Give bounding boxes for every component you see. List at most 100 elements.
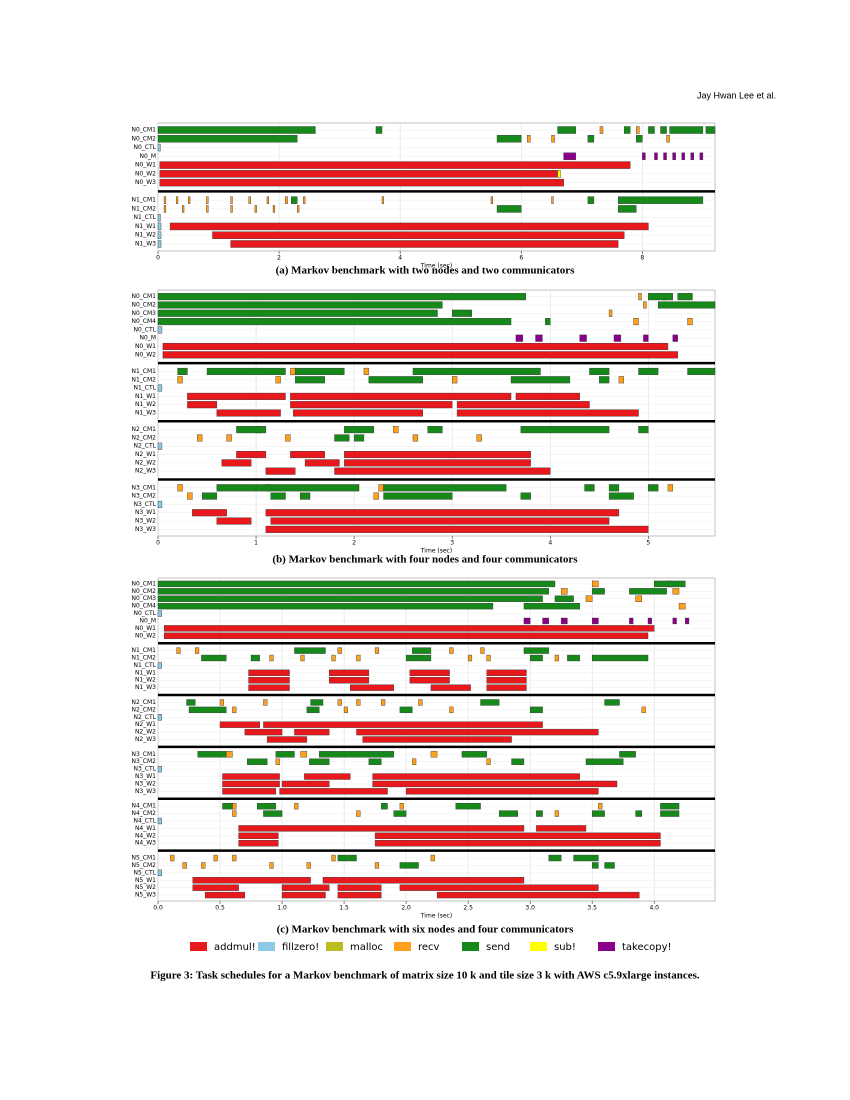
task-bar xyxy=(587,135,595,143)
task-bar xyxy=(157,326,163,334)
task-bar xyxy=(585,758,624,765)
row-label: N4_CM2 xyxy=(132,810,157,817)
task-bar xyxy=(337,884,382,891)
row-label: N0_CM4 xyxy=(132,603,157,610)
task-bar xyxy=(604,862,615,869)
task-bar xyxy=(591,588,605,595)
task-bar xyxy=(648,484,659,492)
task-bar xyxy=(579,334,587,342)
x-tick-label: 4 xyxy=(548,540,552,547)
row-label: N5_CM2 xyxy=(132,862,157,869)
task-bar xyxy=(197,434,203,442)
task-bar xyxy=(405,654,432,662)
task-bar xyxy=(412,367,541,375)
legend-swatch xyxy=(326,942,343,951)
task-bar xyxy=(157,869,162,877)
task-bar xyxy=(604,699,620,706)
task-bar xyxy=(337,854,357,862)
task-bar xyxy=(372,773,580,780)
task-bar xyxy=(263,699,268,706)
task-bar xyxy=(222,788,277,795)
task-bar xyxy=(476,434,482,442)
task-bar xyxy=(378,484,384,492)
row-label: N0_CM1 xyxy=(132,293,157,300)
task-bar xyxy=(284,196,288,204)
task-bar xyxy=(157,240,162,248)
task-bar xyxy=(551,196,554,204)
x-tick-label: 6 xyxy=(519,255,523,262)
row-label: N0_M xyxy=(140,153,156,160)
row-label: N0_M xyxy=(140,617,156,624)
task-bar xyxy=(157,222,162,231)
task-bar xyxy=(294,728,330,736)
task-bar xyxy=(660,810,680,817)
task-bar xyxy=(157,588,549,595)
task-bar xyxy=(557,126,576,134)
task-bar xyxy=(687,367,716,375)
row-label: N3_W3 xyxy=(135,526,156,533)
task-bar xyxy=(374,647,380,654)
task-bar xyxy=(295,367,345,375)
task-bar xyxy=(222,803,233,810)
task-bar xyxy=(175,196,179,204)
task-bar xyxy=(498,810,518,817)
task-bar xyxy=(186,699,196,706)
task-bar xyxy=(275,751,295,758)
task-bar xyxy=(182,862,187,869)
task-bar xyxy=(295,376,325,384)
task-bar xyxy=(589,367,610,375)
task-bar xyxy=(608,484,620,492)
task-bar xyxy=(529,706,543,714)
task-bar xyxy=(157,442,163,450)
task-bar xyxy=(654,152,658,161)
row-label: N2_W1 xyxy=(135,721,156,728)
row-label: N5_CTL xyxy=(133,869,156,876)
task-bar xyxy=(265,509,620,517)
task-bar xyxy=(635,595,643,602)
task-bar xyxy=(449,706,454,714)
task-bar xyxy=(334,467,551,475)
task-bar xyxy=(157,714,162,721)
legend-label: addmul! xyxy=(214,942,256,953)
row-label: N2_CTL xyxy=(133,443,156,450)
task-bar xyxy=(285,434,291,442)
task-bar xyxy=(629,588,667,595)
task-bar xyxy=(157,662,162,669)
task-bar xyxy=(705,126,716,134)
row-label: N3_W1 xyxy=(135,509,156,516)
task-bar xyxy=(238,840,279,847)
task-bar xyxy=(591,810,605,817)
x-tick-label: 3.0 xyxy=(525,905,535,912)
row-label: N0_W3 xyxy=(135,179,156,186)
task-bar xyxy=(629,617,634,625)
task-bar xyxy=(456,409,639,417)
row-label: N3_CM2 xyxy=(132,758,157,765)
task-bar xyxy=(657,301,716,309)
task-bar xyxy=(230,240,619,248)
row-label: N1_W3 xyxy=(135,240,156,247)
task-bar xyxy=(319,751,394,758)
task-bar xyxy=(266,196,269,204)
task-bar xyxy=(405,788,599,795)
task-bar xyxy=(636,135,643,143)
task-bar xyxy=(157,580,556,588)
task-bar xyxy=(157,213,161,222)
task-bar xyxy=(232,706,237,714)
task-bar xyxy=(669,126,704,134)
task-bar xyxy=(393,426,399,434)
row-label: N3_CM1 xyxy=(132,484,157,491)
task-bar xyxy=(573,854,599,862)
task-bar xyxy=(372,780,618,788)
task-bar xyxy=(157,500,163,508)
task-bar xyxy=(647,617,652,625)
task-bar xyxy=(230,205,233,213)
task-bar xyxy=(536,825,587,832)
task-bar xyxy=(638,293,642,301)
row-label: N1_W2 xyxy=(135,677,156,684)
row-label: N0_W1 xyxy=(135,162,156,169)
task-bar xyxy=(290,392,512,400)
task-bar xyxy=(254,205,257,213)
task-bar xyxy=(619,751,636,758)
row-label: N2_CM1 xyxy=(132,699,157,706)
task-bar xyxy=(480,699,500,706)
